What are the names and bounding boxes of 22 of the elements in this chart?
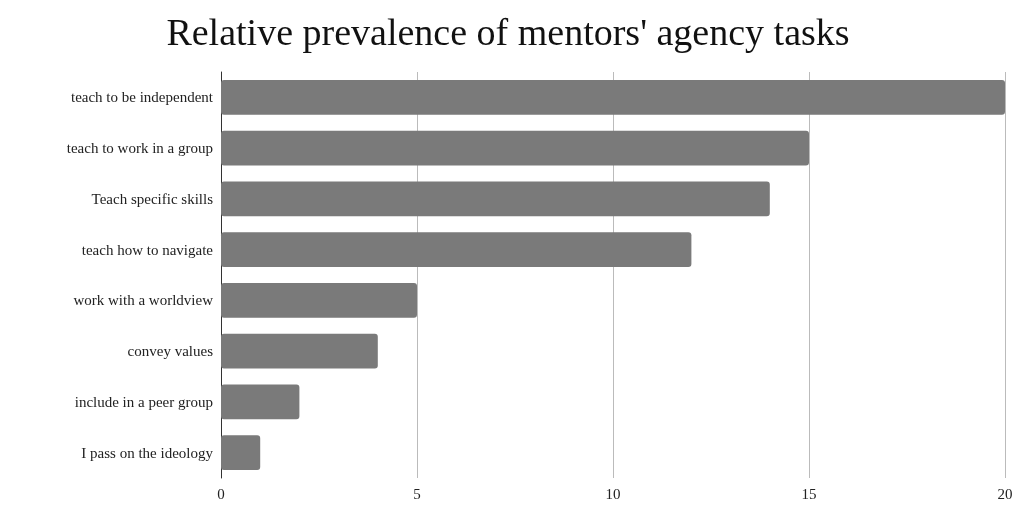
x-tick-label: 5 bbox=[413, 485, 421, 502]
y-tick-label: teach to work in a group bbox=[66, 140, 213, 157]
bar bbox=[221, 130, 809, 166]
bar bbox=[221, 283, 417, 318]
x-tick-label: 0 bbox=[217, 485, 225, 502]
y-tick-label: Teach specific skills bbox=[91, 190, 214, 207]
bar bbox=[221, 435, 261, 470]
chart-title: Relative prevalence of mentors' agency tasks bbox=[166, 11, 850, 53]
bar bbox=[221, 384, 300, 420]
y-tick-label: work with a worldview bbox=[73, 292, 214, 309]
bar bbox=[221, 232, 692, 267]
bar bbox=[221, 181, 770, 217]
bar bbox=[221, 80, 1005, 115]
bar bbox=[221, 333, 378, 369]
y-tick-label: teach to be independent bbox=[70, 89, 214, 106]
y-tick-label: teach how to navigate bbox=[81, 241, 214, 258]
y-tick-label: include in a peer group bbox=[74, 393, 213, 410]
x-tick-label: 20 bbox=[997, 485, 1013, 502]
y-tick-label: convey values bbox=[127, 343, 214, 360]
x-tick-label: 10 bbox=[605, 485, 621, 502]
x-tick-label: 15 bbox=[801, 485, 817, 502]
y-tick-label: I pass on the ideology bbox=[81, 444, 214, 461]
